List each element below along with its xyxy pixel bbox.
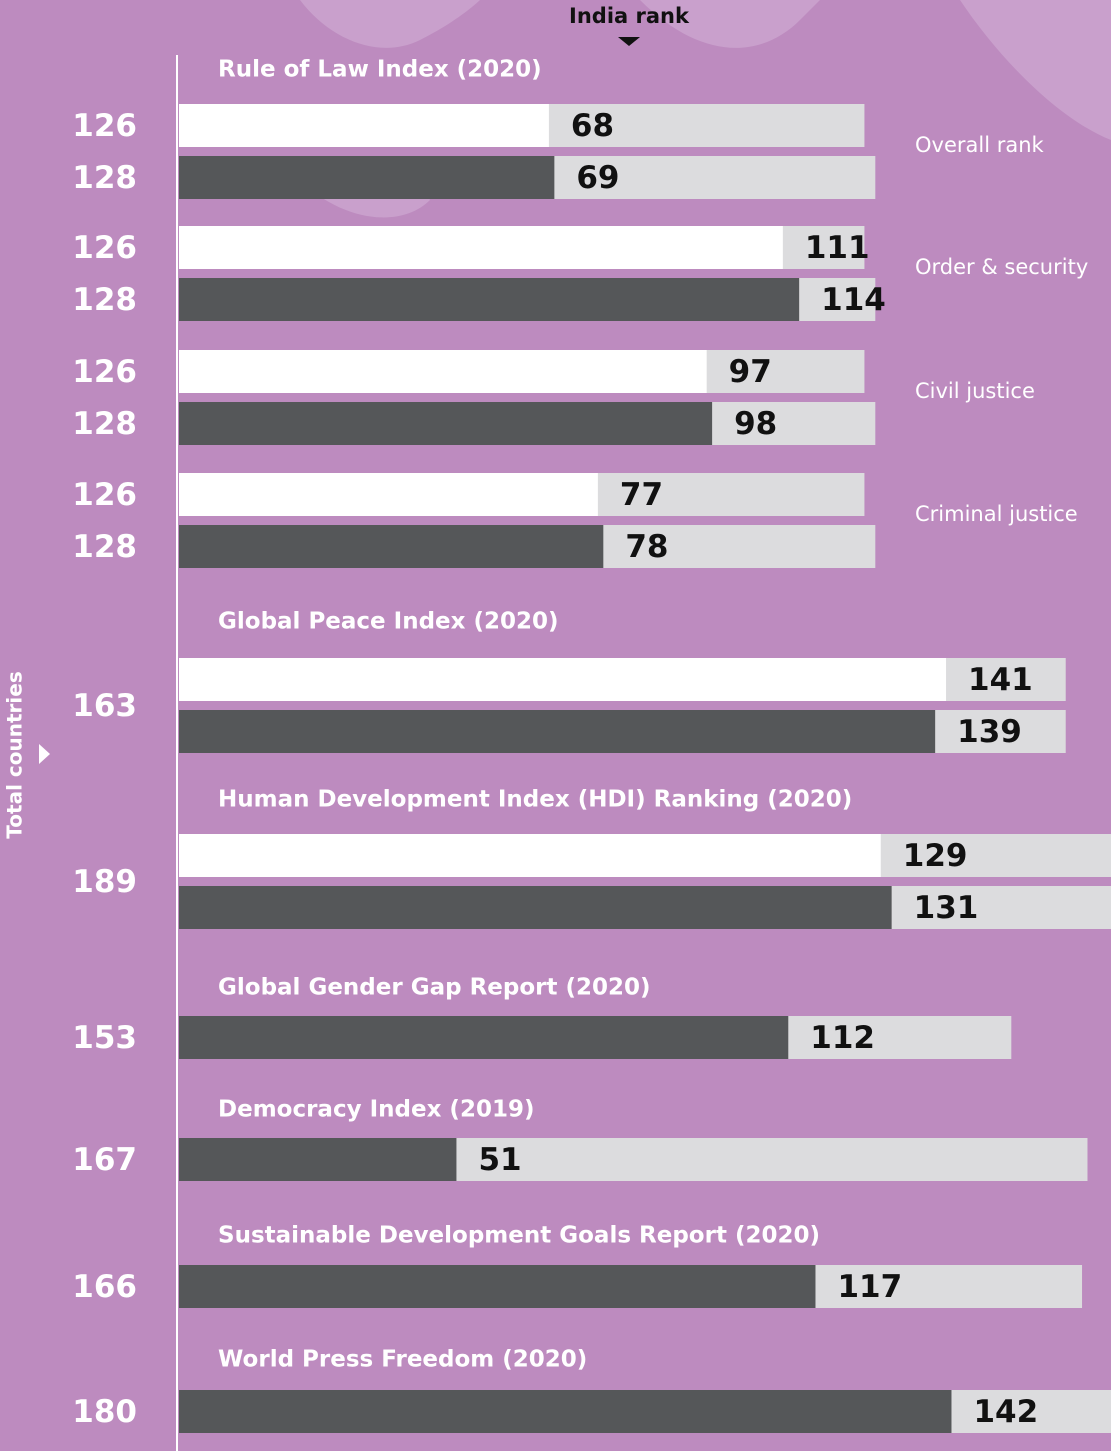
total-label: 128 [72,529,137,565]
rank-bar [179,104,549,147]
total-label: 128 [72,406,137,442]
rank-label: 69 [576,160,619,196]
rank-label: 51 [478,1142,521,1178]
group-title: Democracy Index (2019) [218,1097,534,1123]
rank-label: 142 [973,1394,1038,1430]
total-label: 163 [72,688,137,724]
total-label: 126 [72,477,137,513]
rank-label: 98 [734,406,777,442]
rank-bar [179,710,936,753]
group-title: Global Gender Gap Report (2020) [218,975,651,1001]
total-label: 166 [72,1269,137,1305]
side-arrow [39,744,50,764]
rank-label: 68 [571,108,614,144]
total-label: 126 [72,354,137,390]
rank-label: 131 [914,890,979,926]
group-title: Rule of Law Index (2020) [218,57,542,83]
rank-label: 112 [810,1020,875,1056]
rank-bar [179,525,604,568]
section-label: Overall rank [915,133,1045,157]
rank-label: 139 [957,714,1022,750]
total-label: 128 [72,160,137,196]
rank-label: 97 [729,354,772,390]
side-label: Total countries [3,671,27,838]
rank-bar [179,473,598,516]
rank-label: 129 [903,838,968,874]
total-label: 126 [72,108,137,144]
rank-bar [179,658,947,701]
rank-bar [179,156,555,199]
total-label: 128 [72,282,137,318]
rank-bar [179,1390,952,1433]
rank-bar [179,402,713,445]
rank-bar [179,1016,789,1059]
rank-label: 114 [821,282,886,318]
total-label: 167 [72,1142,137,1178]
total-label: 126 [72,230,137,266]
rank-bar [179,1265,816,1308]
rank-bar [179,886,892,929]
section-label: Order & security [915,255,1088,279]
rank-label: 141 [968,662,1033,698]
rank-label: 117 [837,1269,902,1305]
rank-bar [179,1138,457,1181]
group-title: World Press Freedom (2020) [218,1347,587,1373]
rank-bar [179,278,800,321]
section-label: Criminal justice [915,502,1078,526]
total-label: 180 [72,1394,137,1430]
header: India rank [569,4,690,28]
group-title: Human Development Index (HDI) Ranking (2… [218,787,852,813]
group-title: Global Peace Index (2020) [218,609,559,635]
header-arrow [618,37,640,46]
total-label: 153 [72,1020,137,1056]
rank-bar [179,350,707,393]
section-label: Civil justice [915,379,1035,403]
rank-label: 111 [805,230,870,266]
rank-bar [179,226,783,269]
group-title: Sustainable Development Goals Report (20… [218,1223,820,1249]
rank-label: 77 [620,477,663,513]
rank-bar [179,834,881,877]
total-label: 189 [72,864,137,900]
rank-label: 78 [625,529,668,565]
